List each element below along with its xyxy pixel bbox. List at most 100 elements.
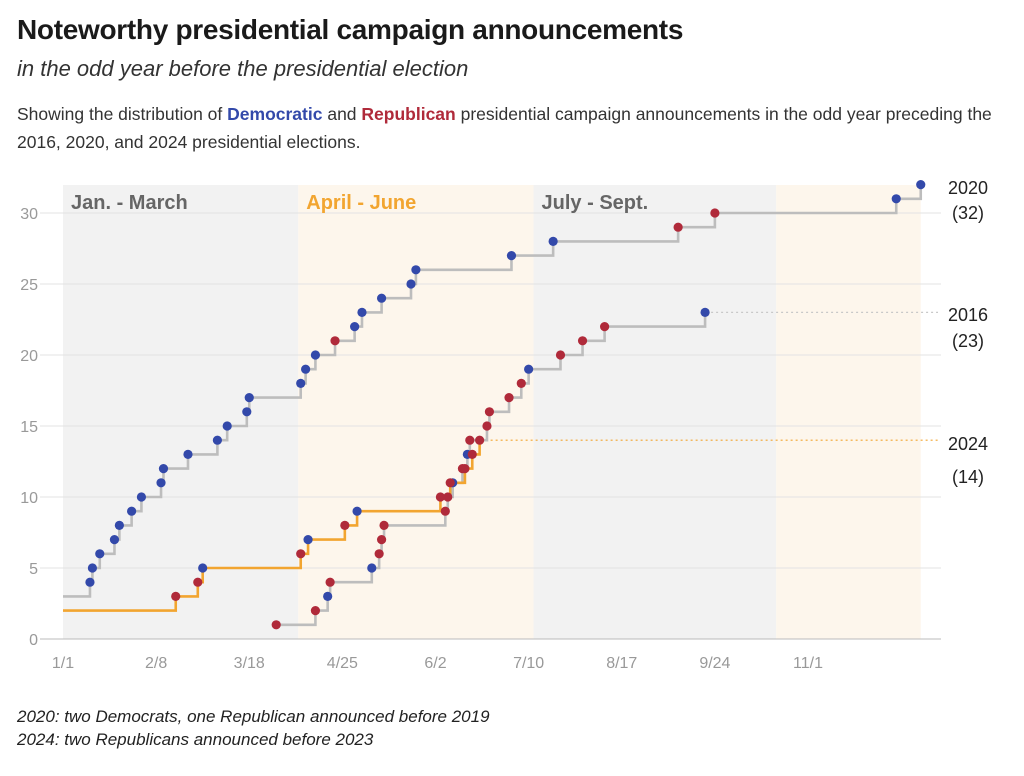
point-2020-democratic <box>350 322 360 332</box>
point-2024-democratic <box>198 563 208 573</box>
quarter-band-3 <box>533 185 777 639</box>
end-value-label-2024: (14) <box>952 467 984 487</box>
point-2020-democratic <box>411 265 421 275</box>
quarter-labels: Jan. - March April - June July - Sept. <box>71 192 648 214</box>
point-2020-democratic <box>85 577 95 587</box>
point-2020-democratic <box>212 435 222 445</box>
y-tick-label: 30 <box>20 206 38 223</box>
point-2016-republican <box>465 435 475 445</box>
announcement-points <box>85 180 926 630</box>
point-2016-republican <box>443 492 453 502</box>
end-value-label-2016: (23) <box>952 331 984 351</box>
republican-label: Republican <box>361 104 456 124</box>
democratic-label: Democratic <box>227 104 323 124</box>
point-2020-democratic <box>109 535 120 545</box>
series-line-2020 <box>63 184 923 598</box>
point-2020-democratic <box>406 279 416 289</box>
point-2020-democratic <box>95 549 105 559</box>
series-end-labels: 2020 (32) 2016 (23) 2024 (14) <box>948 178 988 487</box>
chart-description: Showing the distribution of Democratic a… <box>17 100 1007 156</box>
description-text-mid: and <box>322 104 362 124</box>
step-chart: Jan. - March April - June July - Sept. 0 5 1… <box>20 178 988 672</box>
point-2016-democratic <box>700 307 710 317</box>
point-2020-democratic <box>301 364 311 374</box>
point-2016-republican <box>310 606 321 616</box>
point-2020-democratic <box>158 464 169 474</box>
x-tick-label: 2/8 <box>145 655 167 672</box>
x-tick-label: 8/17 <box>606 655 637 672</box>
point-2016-democratic <box>367 563 377 573</box>
point-2020-democratic <box>916 180 926 190</box>
x-tick-label: 6/2 <box>424 655 446 672</box>
point-2020-democratic <box>156 478 166 488</box>
point-2020-democratic <box>506 251 517 261</box>
footnote-2024: 2024: two Republicans announced before 2… <box>17 730 374 749</box>
end-label-2016: 2016 <box>948 305 988 325</box>
quarter-band-4 <box>776 185 921 639</box>
y-tick-label: 25 <box>20 277 38 294</box>
point-2016-democratic <box>323 591 333 602</box>
point-2020-democratic <box>891 194 901 204</box>
y-tick-label: 0 <box>29 632 38 649</box>
end-label-2024: 2024 <box>948 434 988 454</box>
point-2016-republican <box>484 407 495 417</box>
point-2016-republican <box>482 421 492 431</box>
reference-lines <box>485 311 938 441</box>
point-2016-republican <box>600 322 610 332</box>
x-tick-label: 4/25 <box>327 655 358 672</box>
quarter-bands <box>63 185 921 639</box>
point-2024-republican <box>460 464 470 474</box>
point-2016-republican <box>504 393 514 403</box>
x-tick-label: 1/1 <box>52 655 74 672</box>
y-tick-label: 20 <box>20 348 38 365</box>
quarter-label-1: Jan. - March <box>71 192 188 214</box>
point-2020-republican <box>673 222 683 232</box>
point-2016-republican <box>555 350 566 360</box>
point-2024-republican <box>467 449 477 459</box>
point-2016-republican <box>374 549 384 559</box>
point-2024-republican <box>340 520 350 531</box>
x-tick-label: 7/10 <box>513 655 544 672</box>
x-tick-label: 9/24 <box>699 655 730 672</box>
point-2020-democratic <box>183 449 193 459</box>
point-2024-republican <box>475 435 485 445</box>
point-2024-republican <box>445 478 455 488</box>
point-2020-democratic <box>114 520 124 531</box>
x-tick-label: 11/1 <box>793 655 823 672</box>
x-tick-label: 3/18 <box>234 655 265 672</box>
quarter-band-1 <box>63 185 299 639</box>
y-tick-label: 15 <box>20 419 38 436</box>
point-2024-democratic <box>303 535 313 545</box>
chart-title: Noteworthy presidential campaign announc… <box>17 14 684 45</box>
point-2020-democratic <box>87 563 98 573</box>
axis-labels: 0 5 10 15 20 25 30 1/1 2/8 3/18 4/25 6/2 7/10 8/17 9/2… <box>20 206 823 672</box>
point-2024-republican <box>193 577 203 587</box>
description-text-after: presidential campaign announcements in t… <box>17 104 992 152</box>
point-2020-democratic <box>310 350 321 360</box>
chart-subtitle: in the odd year before the presidential … <box>17 56 469 81</box>
quarter-label-3: July - Sept. <box>542 192 649 214</box>
quarter-label-2: April - June <box>306 192 416 214</box>
point-2024-republican <box>296 549 306 559</box>
footnote-2020: 2020: two Democrats, one Republican anno… <box>17 707 490 726</box>
point-2016-republican <box>325 577 335 587</box>
point-2016-republican <box>440 506 450 516</box>
point-2024-republican <box>435 492 446 502</box>
description-text-before: Showing the distribution of <box>17 104 228 124</box>
point-2020-republican <box>330 336 340 346</box>
point-2020-democratic <box>127 506 137 516</box>
point-2016-republican <box>577 336 588 346</box>
point-2016-republican <box>376 535 387 545</box>
y-tick-label: 10 <box>20 490 38 507</box>
point-2020-democratic <box>376 293 387 303</box>
point-2020-republican <box>710 208 720 218</box>
point-2016-republican <box>379 520 389 531</box>
point-2020-democratic <box>136 492 147 502</box>
y-tick-label: 5 <box>29 561 38 578</box>
point-2020-democratic <box>548 236 558 246</box>
point-2020-democratic <box>357 307 367 317</box>
point-2024-republican <box>171 591 181 602</box>
point-2016-republican <box>516 378 526 388</box>
point-2020-democratic <box>296 378 306 388</box>
point-2024-democratic <box>352 506 362 516</box>
